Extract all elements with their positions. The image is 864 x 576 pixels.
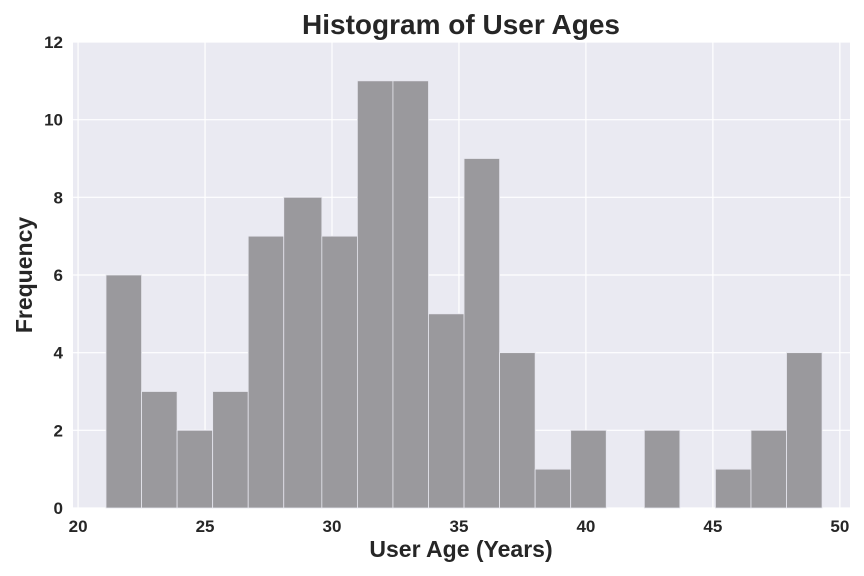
histogram-bar <box>283 196 323 509</box>
histogram-bar <box>247 235 285 509</box>
x-tick-label: 40 <box>576 517 595 536</box>
y-tick-label: 2 <box>54 421 63 440</box>
x-tick-label: 20 <box>69 517 88 536</box>
y-tick-label: 0 <box>54 499 63 518</box>
histogram-bar <box>321 235 358 509</box>
x-tick-label: 25 <box>196 517 215 536</box>
x-tick-label: 30 <box>323 517 342 536</box>
histogram-bar <box>428 313 465 509</box>
y-axis-ticks: 0 2 4 6 8 10 12 <box>44 33 63 518</box>
y-tick-label: 4 <box>54 344 64 363</box>
histogram-bar <box>786 352 823 509</box>
x-tick-label: 45 <box>703 517 722 536</box>
histogram-bar <box>463 158 500 509</box>
histogram-bar <box>176 429 214 509</box>
histogram-bar <box>499 352 536 509</box>
y-tick-label: 10 <box>44 111 63 130</box>
y-axis-label: Frequency <box>11 217 37 334</box>
y-tick-label: 8 <box>54 188 63 207</box>
histogram-bar <box>356 80 394 509</box>
chart-title: Histogram of User Ages <box>302 9 620 40</box>
histogram-bar <box>105 274 142 509</box>
x-tick-label: 50 <box>830 517 849 536</box>
histogram-bar <box>750 429 787 509</box>
y-tick-label: 6 <box>54 266 63 285</box>
y-tick-label: 12 <box>44 33 63 52</box>
x-axis-label: User Age (Years) <box>369 536 552 562</box>
x-axis-ticks: 20 25 30 35 40 45 50 <box>69 517 850 536</box>
histogram-bar <box>643 429 681 509</box>
bars <box>105 80 823 509</box>
histogram-bar <box>141 391 178 509</box>
histogram-bar <box>715 468 752 509</box>
x-tick-label: 35 <box>449 517 468 536</box>
histogram-bar <box>570 429 607 509</box>
histogram-bar <box>534 468 572 509</box>
histogram-bar <box>212 391 249 509</box>
histogram-bar <box>392 80 429 509</box>
